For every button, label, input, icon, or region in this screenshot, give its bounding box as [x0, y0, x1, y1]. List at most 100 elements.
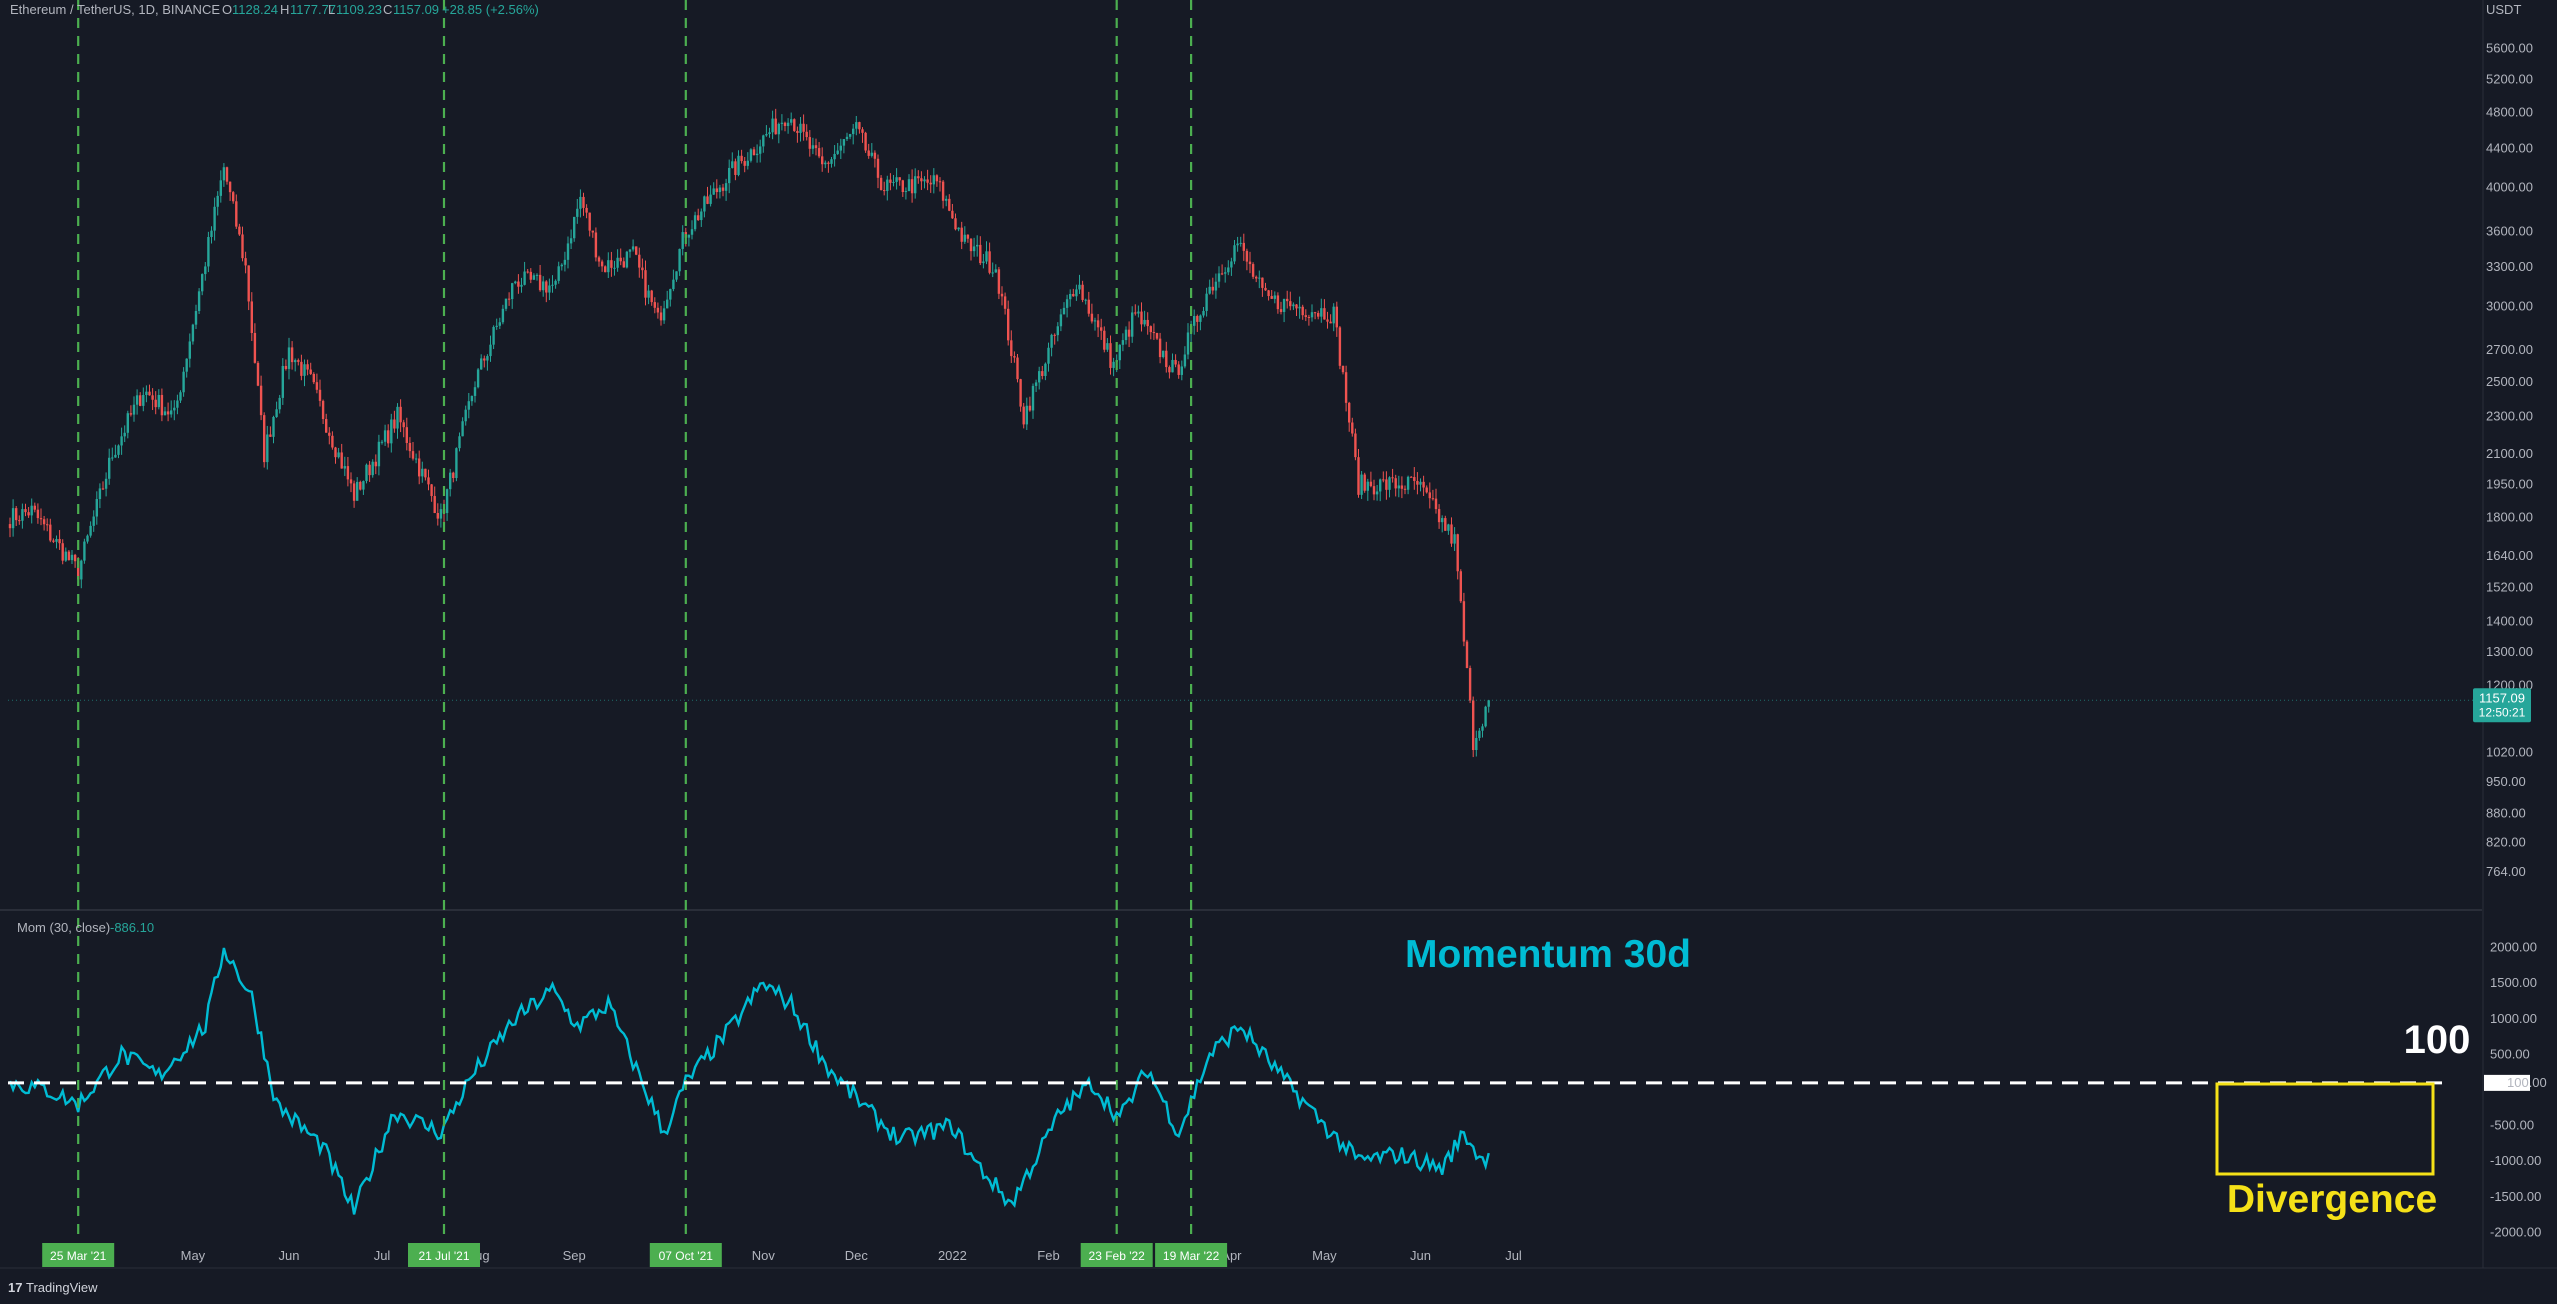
- candle: [86, 534, 89, 544]
- candle: [238, 223, 241, 236]
- candle: [433, 486, 436, 514]
- candle: [566, 236, 570, 269]
- candle: [1224, 267, 1227, 283]
- candle: [18, 515, 21, 525]
- candle: [1366, 478, 1369, 501]
- candle: [712, 182, 715, 195]
- candle: [1146, 312, 1149, 335]
- candle: [64, 547, 67, 562]
- candle: [728, 159, 731, 194]
- momentum-panel[interactable]: [8, 912, 2482, 1268]
- candle: [390, 413, 393, 453]
- candle: [297, 358, 300, 366]
- candle: [1242, 233, 1245, 261]
- candle: [278, 394, 281, 414]
- candle: [721, 183, 725, 197]
- price-tick-label: 4800.00: [2486, 104, 2533, 119]
- candle: [1053, 333, 1056, 345]
- candle: [743, 156, 746, 173]
- candle: [1341, 365, 1345, 375]
- candle: [867, 143, 870, 159]
- candle: [910, 169, 914, 203]
- low-value: 1109.23: [336, 2, 382, 17]
- candle: [604, 265, 607, 273]
- candle: [1013, 351, 1016, 363]
- candle: [182, 367, 185, 397]
- time-tick-label: May: [181, 1248, 206, 1263]
- candle: [1075, 284, 1078, 301]
- candle: [845, 132, 849, 141]
- candle: [529, 268, 532, 284]
- candle: [436, 503, 439, 526]
- candle: [610, 251, 613, 277]
- indicator-title[interactable]: Mom (30, close): [17, 920, 110, 935]
- momentum-axis[interactable]: 2000.00 1500.00 1000.00 500.00 100.00 -500.00…: [2484, 940, 2547, 1240]
- candle: [904, 187, 908, 200]
- candle: [1357, 449, 1360, 498]
- candle: [1016, 353, 1019, 383]
- event-marker-tag[interactable]: 23 Feb '22: [1080, 1243, 1153, 1267]
- symbol-title[interactable]: Ethereum / TetherUS, 1D, BINANCE: [10, 2, 220, 17]
- candle: [1208, 279, 1211, 295]
- price-axis[interactable]: 5600.00 5200.00 4800.00 4400.00 4000.00 3600.…: [2486, 41, 2533, 879]
- candle: [194, 304, 198, 330]
- price-tick-label: 1400.00: [2486, 614, 2533, 629]
- candle: [749, 148, 753, 163]
- event-marker-tag[interactable]: 21 Jul '21: [408, 1243, 480, 1267]
- price-panel[interactable]: [8, 0, 2482, 908]
- candle: [1251, 262, 1255, 280]
- candle: [393, 410, 396, 433]
- candle: [817, 142, 821, 159]
- candle: [1183, 346, 1187, 369]
- candle: [1171, 353, 1174, 373]
- candle: [374, 454, 377, 475]
- time-axis[interactable]: AprMayJunJulAugSepOctNovDec2022FebMarApr…: [42, 1243, 1522, 1267]
- candle: [1007, 300, 1010, 346]
- candle: [201, 273, 204, 296]
- momentum-tick-label: 1500.00: [2490, 975, 2537, 990]
- candle: [188, 333, 191, 368]
- time-tick-label: 2022: [938, 1248, 967, 1263]
- event-marker-tag[interactable]: 19 Mar '22: [1155, 1243, 1228, 1267]
- candle: [1106, 338, 1109, 352]
- candle: [235, 194, 238, 229]
- candle: [1354, 428, 1357, 461]
- candle: [969, 238, 973, 261]
- candle: [886, 175, 889, 201]
- candle: [281, 358, 284, 405]
- event-marker-tag[interactable]: 07 Oct '21: [649, 1243, 722, 1267]
- candle: [1220, 264, 1224, 276]
- candle: [1413, 467, 1416, 490]
- candle: [972, 237, 976, 257]
- time-tick-label: Jun: [1410, 1248, 1431, 1263]
- candle: [39, 508, 43, 526]
- candle: [337, 447, 340, 459]
- candle: [1196, 314, 1199, 332]
- candle: [545, 280, 548, 303]
- candle: [1329, 314, 1332, 324]
- candle: [15, 505, 18, 526]
- last-price-value: 1157.09: [2479, 690, 2525, 705]
- candle: [1056, 322, 1059, 342]
- last-price-badge[interactable]: 1157.09 12:50:21: [2473, 688, 2531, 723]
- candle: [1180, 360, 1183, 381]
- candle: [111, 447, 114, 461]
- candle: [1062, 302, 1066, 315]
- candle: [1103, 326, 1106, 353]
- momentum-tick-label: -1000.00: [2490, 1153, 2541, 1168]
- candle: [219, 170, 222, 203]
- event-marker-tag[interactable]: 25 Mar '21: [42, 1243, 115, 1267]
- candle: [95, 491, 98, 525]
- candle: [1078, 274, 1081, 294]
- tradingview-logo[interactable]: 17 TradingView: [8, 1280, 98, 1295]
- candle: [951, 203, 954, 219]
- candle: [70, 549, 74, 564]
- candle: [222, 163, 226, 187]
- time-tick-label: Feb: [1037, 1248, 1059, 1263]
- candle: [1273, 291, 1276, 304]
- candle: [799, 116, 802, 142]
- time-tick-label: Jul: [1505, 1248, 1522, 1263]
- candle: [600, 259, 604, 272]
- candle: [1416, 472, 1419, 495]
